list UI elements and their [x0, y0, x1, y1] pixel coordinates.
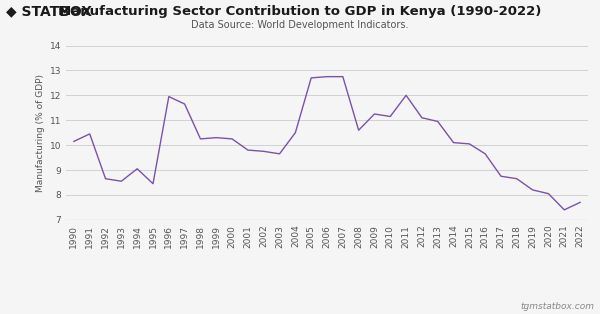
Text: Data Source: World Development Indicators.: Data Source: World Development Indicator… [191, 20, 409, 30]
Text: tgmstatbox.com: tgmstatbox.com [520, 302, 594, 311]
Text: ◆ STATBOX: ◆ STATBOX [6, 5, 92, 19]
Y-axis label: Manufacturing (% of GDP): Manufacturing (% of GDP) [37, 74, 46, 192]
Text: Manufacturing Sector Contribution to GDP in Kenya (1990-2022): Manufacturing Sector Contribution to GDP… [58, 5, 542, 18]
